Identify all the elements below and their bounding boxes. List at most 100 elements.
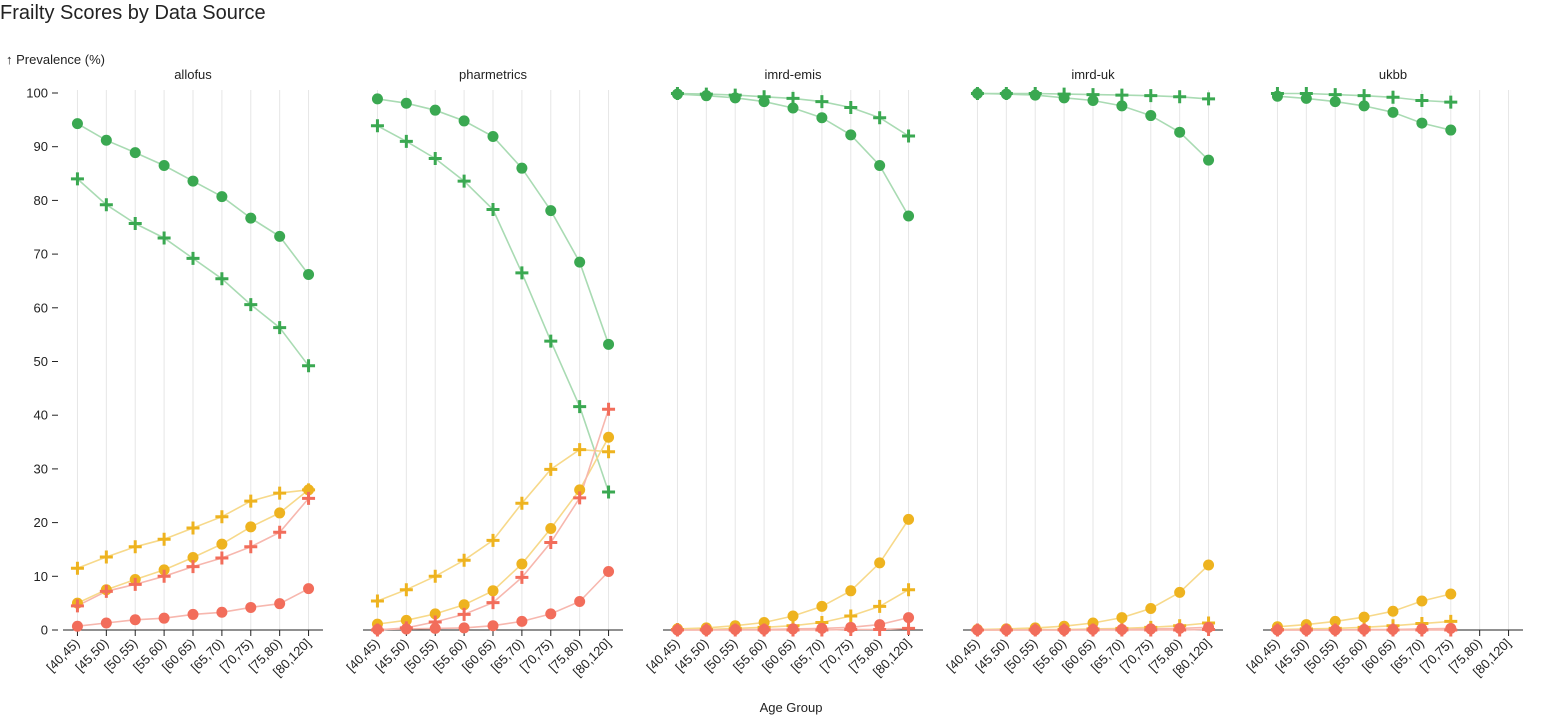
data-point-yellow-circle xyxy=(1174,586,1186,598)
data-point-green-plus xyxy=(99,198,113,212)
data-point-green-circle xyxy=(1087,95,1099,107)
data-point-yellow-circle xyxy=(1358,611,1370,623)
data-point-green-circle xyxy=(371,93,383,105)
data-point-green-plus xyxy=(573,400,587,414)
data-point-red-plus xyxy=(515,570,529,584)
data-point-red-plus xyxy=(302,491,316,505)
data-point-red-circle xyxy=(487,620,499,632)
data-point-green-circle xyxy=(458,115,470,127)
data-point-green-circle xyxy=(1387,106,1399,118)
data-point-green-plus xyxy=(157,231,171,245)
data-point-red-circle xyxy=(245,601,257,613)
data-point-red-plus xyxy=(1328,623,1342,637)
y-tick-label: 80 xyxy=(34,193,48,208)
data-point-yellow-circle xyxy=(245,521,257,533)
data-point-red-plus xyxy=(457,607,471,621)
data-point-green-plus xyxy=(873,111,887,125)
data-point-red-circle xyxy=(574,596,586,608)
data-point-yellow-plus xyxy=(902,583,916,597)
data-point-green-plus xyxy=(1144,89,1158,103)
data-point-red-plus xyxy=(1028,623,1042,637)
data-point-green-circle xyxy=(1416,117,1428,129)
data-point-yellow-plus xyxy=(273,486,287,500)
data-point-yellow-circle xyxy=(1445,588,1457,600)
data-point-green-circle xyxy=(545,205,557,217)
data-point-red-circle xyxy=(371,623,383,635)
data-point-green-plus xyxy=(186,251,200,265)
data-point-green-circle xyxy=(1271,90,1283,102)
data-point-red-circle xyxy=(216,606,228,618)
data-point-green-plus xyxy=(902,129,916,143)
data-point-green-circle xyxy=(574,256,586,268)
data-point-green-circle xyxy=(216,191,228,203)
data-point-red-plus xyxy=(602,402,616,416)
data-point-red-plus xyxy=(70,599,84,613)
data-point-yellow-plus xyxy=(544,462,558,476)
data-point-yellow-circle xyxy=(603,431,615,443)
data-point-yellow-circle xyxy=(516,558,528,570)
data-point-yellow-circle xyxy=(545,523,557,535)
data-point-red-plus xyxy=(1270,623,1284,637)
data-point-green-plus xyxy=(302,359,316,373)
data-point-red-plus xyxy=(786,623,800,637)
data-point-green-plus xyxy=(215,272,229,286)
data-point-green-plus xyxy=(399,134,413,148)
data-point-green-circle xyxy=(245,212,257,224)
facets: allofus[40,45)[45,50)[50,55)[55,60)[60,6… xyxy=(43,67,1523,679)
y-tick-label: 0 xyxy=(41,623,48,638)
data-point-red-circle xyxy=(187,608,199,620)
data-point-red-circle xyxy=(458,622,470,634)
data-point-red-plus xyxy=(844,622,858,636)
data-point-red-plus xyxy=(1299,623,1313,637)
data-point-yellow-plus xyxy=(428,569,442,583)
data-point-green-circle xyxy=(1058,92,1070,104)
data-point-red-circle xyxy=(100,617,112,629)
data-point-red-circle xyxy=(71,620,83,632)
data-point-yellow-plus xyxy=(186,521,200,535)
data-point-green-plus xyxy=(544,334,558,348)
data-point-red-circle xyxy=(903,612,915,624)
data-point-green-circle xyxy=(1445,124,1457,136)
data-point-yellow-circle xyxy=(216,538,228,550)
data-point-yellow-circle xyxy=(1203,559,1215,571)
facet-title: allofus xyxy=(174,67,212,82)
facet-imrd-uk: imrd-uk[40,45)[45,50)[50,55)[55,60)[60,6… xyxy=(943,67,1223,679)
y-tick-label: 40 xyxy=(34,408,48,423)
data-point-yellow-plus xyxy=(602,445,616,459)
y-tick-label: 90 xyxy=(34,139,48,154)
data-point-red-plus xyxy=(1444,623,1458,637)
facet-allofus: allofus[40,45)[45,50)[50,55)[55,60)[60,6… xyxy=(43,67,323,679)
data-point-yellow-circle xyxy=(874,557,886,569)
data-point-red-plus xyxy=(1202,622,1216,636)
data-point-yellow-circle xyxy=(574,484,586,496)
data-point-green-plus xyxy=(486,203,500,217)
data-point-green-plus xyxy=(1386,90,1400,104)
data-point-red-plus xyxy=(573,491,587,505)
data-point-red-circle xyxy=(429,622,441,634)
data-point-green-plus xyxy=(370,119,384,133)
data-point-green-circle xyxy=(158,159,170,171)
data-point-red-plus xyxy=(670,623,684,637)
data-point-yellow-circle xyxy=(845,585,857,597)
y-tick-label: 10 xyxy=(34,569,48,584)
data-point-red-plus xyxy=(1086,623,1100,637)
data-point-yellow-circle xyxy=(1145,603,1157,615)
data-point-yellow-circle xyxy=(1387,605,1399,617)
data-point-red-plus xyxy=(1415,623,1429,637)
data-point-red-plus xyxy=(128,577,142,591)
data-point-red-plus xyxy=(1115,623,1129,637)
data-point-green-circle xyxy=(1145,110,1157,122)
facet-title: imrd-uk xyxy=(1071,67,1115,82)
y-tick-label: 70 xyxy=(34,247,48,262)
data-point-red-plus xyxy=(902,621,916,635)
data-point-red-plus xyxy=(999,623,1013,637)
data-point-yellow-plus xyxy=(99,550,113,564)
data-point-yellow-plus xyxy=(244,494,258,508)
data-point-red-plus xyxy=(186,560,200,574)
data-point-green-plus xyxy=(1202,92,1216,106)
data-point-red-plus xyxy=(728,623,742,637)
data-point-red-plus xyxy=(1357,623,1371,637)
data-point-yellow-plus xyxy=(457,553,471,567)
data-point-red-plus xyxy=(215,551,229,565)
data-point-yellow-circle xyxy=(1329,615,1341,627)
